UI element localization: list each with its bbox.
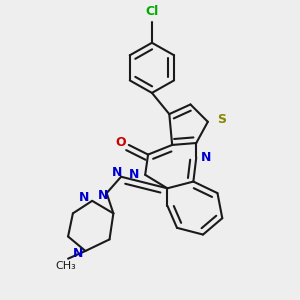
Text: O: O: [116, 136, 126, 148]
Text: N: N: [128, 168, 139, 181]
Text: N: N: [112, 167, 122, 179]
Text: N: N: [79, 191, 90, 204]
Text: N: N: [98, 189, 108, 202]
Text: CH₃: CH₃: [56, 261, 76, 272]
Text: Cl: Cl: [145, 5, 159, 18]
Text: N: N: [201, 151, 211, 164]
Text: N: N: [73, 248, 83, 260]
Text: S: S: [217, 113, 226, 126]
